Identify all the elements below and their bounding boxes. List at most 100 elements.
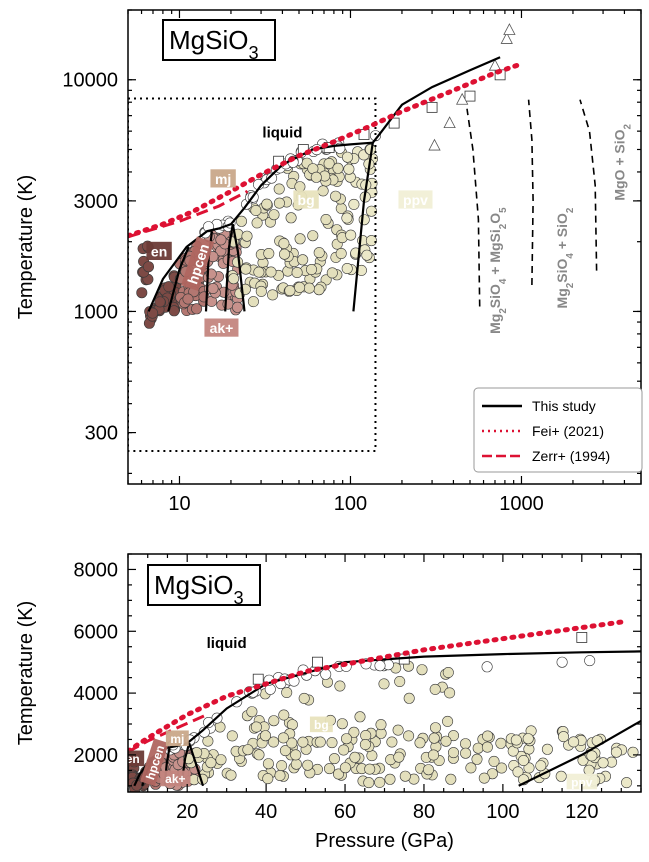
bg-point <box>422 764 434 776</box>
bg-point <box>447 730 459 742</box>
liquid-point <box>374 660 386 672</box>
phase-label-mj: mj <box>210 169 236 188</box>
bg-point <box>442 715 454 727</box>
bg-point <box>226 730 238 742</box>
x-tick-label: 80 <box>413 801 435 823</box>
ppv-point <box>597 757 609 769</box>
phase-boundary-line <box>188 742 205 787</box>
bg-point <box>416 664 428 676</box>
y-tick-label: 300 <box>85 423 118 445</box>
bg-point <box>274 769 286 781</box>
formula-title-box: MgSiO3 <box>162 19 276 63</box>
ppv-point <box>348 198 360 210</box>
phase-label-ak+: ak+ <box>204 318 239 337</box>
axis-ticks <box>127 553 642 792</box>
bg-point <box>375 719 387 731</box>
bg-point <box>328 753 340 765</box>
bg-point <box>471 753 483 765</box>
x-tick-label: 60 <box>334 801 356 823</box>
bg-point <box>320 214 332 226</box>
bg-point <box>279 745 291 757</box>
en-point <box>154 296 166 308</box>
bg-point <box>278 248 290 260</box>
ak-point <box>215 234 227 246</box>
ppv-point <box>586 750 598 762</box>
ppv-point <box>557 731 569 743</box>
square-marker <box>464 90 476 102</box>
ppv-point <box>365 235 377 247</box>
svg-text:ppv: ppv <box>571 775 593 789</box>
formula-title: MgSiO3 <box>154 570 244 608</box>
bg-point <box>338 744 350 756</box>
bg-point <box>359 738 371 750</box>
ppv-point <box>523 762 535 774</box>
dissociation-boundary-line <box>579 99 598 271</box>
bg-point <box>277 732 289 744</box>
bg-point <box>393 751 405 763</box>
ak-point <box>232 301 244 313</box>
bg-point <box>442 666 454 678</box>
ppv-point <box>341 262 353 274</box>
bg-point <box>317 185 329 197</box>
bg-point <box>447 747 459 759</box>
bg-point <box>262 773 274 785</box>
bg-point <box>444 687 456 699</box>
bg-point <box>394 675 406 687</box>
ppv-point <box>555 770 567 782</box>
phase-label-liquid: liquid <box>262 124 302 141</box>
bg-point <box>251 217 263 229</box>
bg-point <box>428 732 440 744</box>
bg-point <box>259 730 271 742</box>
bg-point <box>364 763 376 775</box>
x-tick-label: 100 <box>486 801 519 823</box>
bg-point <box>291 266 303 278</box>
bg-point <box>286 737 298 749</box>
svg-text:ak+: ak+ <box>165 772 185 786</box>
y-tick-label: 1000 <box>74 301 119 323</box>
triangle-marker <box>428 138 441 151</box>
ppv-point <box>568 736 580 748</box>
triangle-marker <box>503 23 516 35</box>
legend-label: Fei+ (2021) <box>532 423 604 439</box>
triangle-marker <box>456 92 469 105</box>
bg-point <box>281 686 293 698</box>
bg-point <box>482 730 494 742</box>
svg-text:liquid: liquid <box>262 124 302 141</box>
bg-point <box>265 266 277 278</box>
bg-point <box>414 737 426 749</box>
y-tick-label: 2000 <box>74 745 119 767</box>
fei-2021-line <box>128 61 524 239</box>
bg-point <box>263 248 275 260</box>
x-axis-title: Pressure (GPa) <box>315 830 454 852</box>
bg-point <box>330 190 342 202</box>
bg-point <box>354 711 366 723</box>
bg-point <box>228 273 240 285</box>
phase-label-ak+: ak+ <box>160 770 191 786</box>
y-tick-label: 3000 <box>74 191 119 213</box>
square-marker <box>312 656 323 668</box>
phase-boundary-line <box>147 56 501 312</box>
bg-point <box>278 709 290 721</box>
bg-point <box>481 741 493 753</box>
bg-point <box>334 680 346 692</box>
bg-point <box>268 209 280 221</box>
bg-point <box>386 736 398 748</box>
triangle-marker <box>500 32 513 44</box>
bg-point <box>247 296 259 308</box>
bg-point <box>225 769 237 781</box>
ak-point <box>207 282 219 294</box>
bg-point <box>284 285 296 297</box>
bg-point <box>273 183 285 195</box>
ppv-point <box>610 746 622 758</box>
en-point <box>163 281 175 293</box>
bg-point <box>374 776 386 788</box>
y-tick-label: 6000 <box>74 621 119 643</box>
phase-label-bg: bg <box>309 716 333 733</box>
dissociation-label: Mg2SiO4 + MgSi2O5 <box>487 207 509 334</box>
svg-text:mj: mj <box>215 171 231 187</box>
y-axis-title: Temperature (K) <box>15 601 37 746</box>
bg-point <box>242 744 254 756</box>
